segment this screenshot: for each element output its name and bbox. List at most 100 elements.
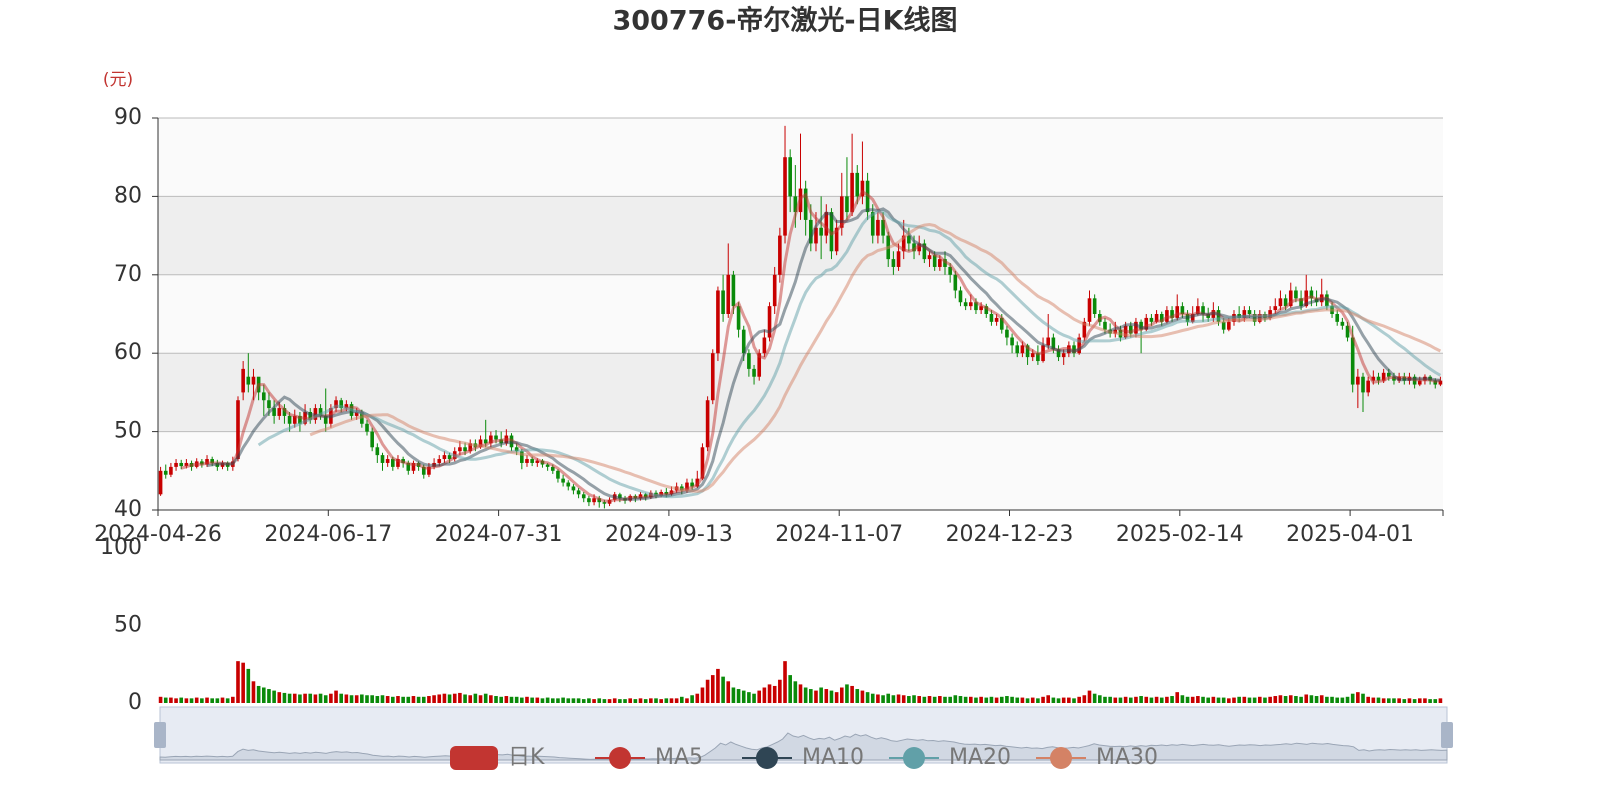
volume-bar xyxy=(220,697,225,703)
candle-body xyxy=(1309,290,1314,299)
volume-bar xyxy=(695,693,700,703)
candle-body xyxy=(901,235,906,252)
volume-bar xyxy=(814,690,818,703)
volume-bar xyxy=(953,695,958,703)
candle-body xyxy=(1283,298,1288,307)
candle-body xyxy=(581,494,586,499)
candle-body xyxy=(705,400,710,448)
legend-label: MA20 xyxy=(949,745,1011,770)
volume-bar xyxy=(1268,696,1272,703)
legend-icon xyxy=(903,747,925,769)
volume-bar xyxy=(205,697,209,703)
candle-body xyxy=(375,447,380,456)
volume-bar xyxy=(798,684,803,703)
x-tick-label: 2024-09-13 xyxy=(605,522,733,547)
volume-bar xyxy=(1206,697,1210,703)
candle-body xyxy=(953,274,958,291)
candle-body xyxy=(1361,376,1365,393)
volume-bar xyxy=(339,693,344,703)
volume-bar xyxy=(1319,695,1324,703)
volume-bar xyxy=(421,696,426,703)
volume-bar xyxy=(1170,696,1174,703)
candle-body xyxy=(571,486,576,491)
volume-bar xyxy=(700,687,705,703)
volume-bar xyxy=(494,696,498,703)
volume-bar xyxy=(1159,697,1164,703)
volume-bar xyxy=(354,695,359,703)
volume-bar xyxy=(1175,692,1180,703)
candle-body xyxy=(726,274,731,314)
candle-body xyxy=(824,212,829,236)
volume-bar xyxy=(948,696,952,703)
volume-bar xyxy=(251,681,256,703)
candle-body xyxy=(556,470,560,479)
volume-bar xyxy=(478,695,483,703)
volume-bar xyxy=(664,698,669,703)
x-tick-label: 2025-02-14 xyxy=(1116,522,1244,547)
volume-bar xyxy=(1376,697,1381,703)
volume-bar xyxy=(679,696,684,703)
volume-bar xyxy=(458,692,462,703)
volume-bar xyxy=(1005,696,1009,703)
candle-body xyxy=(1139,321,1143,330)
candle-body xyxy=(489,435,493,444)
volume-bar xyxy=(416,696,421,703)
volume-bar xyxy=(1314,696,1319,703)
candle-body xyxy=(1077,337,1081,354)
candle-body xyxy=(1247,310,1252,314)
volume-bar xyxy=(850,685,854,703)
candle-body xyxy=(354,412,359,416)
candle-body xyxy=(1299,298,1303,307)
volume-bar xyxy=(1397,698,1401,703)
zoom-handle-right[interactable] xyxy=(1441,722,1453,748)
volume-bar xyxy=(1340,697,1345,703)
volume-bar xyxy=(1098,695,1102,703)
candle-body xyxy=(690,482,694,487)
candle-body xyxy=(241,368,245,393)
volume-bar xyxy=(329,693,333,703)
volume-bar xyxy=(896,694,901,703)
candle-body xyxy=(1092,298,1097,314)
candle-body xyxy=(163,470,168,475)
volume-bar xyxy=(545,697,550,703)
volume-bar xyxy=(1144,696,1149,703)
candle-body xyxy=(251,376,256,385)
volume-bar xyxy=(189,698,194,703)
candle-body xyxy=(979,306,983,311)
volume-bar xyxy=(1417,698,1422,703)
volume-bar xyxy=(163,697,168,703)
volume-tick-label: 100 xyxy=(100,535,142,560)
candle-body xyxy=(1015,345,1020,354)
candle-body xyxy=(1356,376,1360,385)
candle-body xyxy=(772,274,777,307)
volume-bar xyxy=(1056,698,1061,703)
volume-bar xyxy=(1304,694,1309,703)
volume-bar xyxy=(809,689,813,703)
ma-line xyxy=(257,210,1442,499)
volume-bar xyxy=(1077,696,1081,703)
volume-bar xyxy=(550,698,555,703)
grid-band xyxy=(158,431,1443,510)
candle-body xyxy=(1190,314,1195,322)
candle-body xyxy=(158,470,163,495)
volume-bar xyxy=(277,692,282,703)
volume-bar xyxy=(540,698,545,703)
volume-bar xyxy=(628,698,633,703)
volume-bar xyxy=(1237,696,1241,703)
candle-body xyxy=(814,227,818,244)
candle-body xyxy=(447,455,452,460)
slider-line xyxy=(159,732,1448,761)
candle-body xyxy=(602,502,607,504)
candle-body xyxy=(1376,376,1381,381)
volume-bar xyxy=(473,693,478,703)
candle-body xyxy=(999,317,1004,330)
volume-bar xyxy=(829,690,834,703)
zoom-handle-left[interactable] xyxy=(154,722,166,748)
volume-bar xyxy=(845,684,849,703)
candle-body xyxy=(1417,380,1422,385)
candle-body xyxy=(757,353,762,377)
candle-body xyxy=(1242,310,1247,318)
volume-bar xyxy=(1283,696,1288,703)
candle-body xyxy=(922,243,927,260)
